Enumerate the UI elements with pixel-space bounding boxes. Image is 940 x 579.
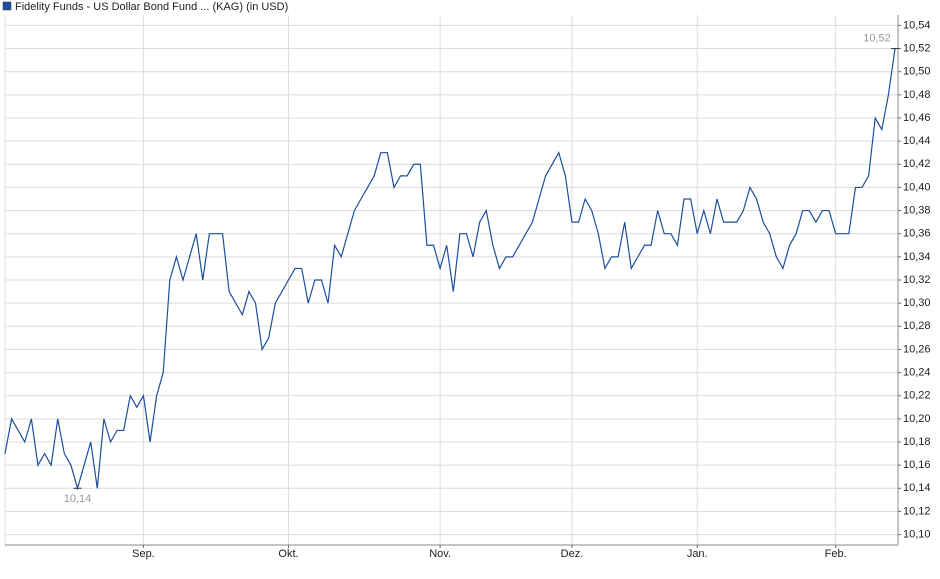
y-tick-label: 10,14: [903, 482, 931, 494]
y-tick-label: 10,54: [903, 19, 931, 31]
x-tick-label: Jan.: [687, 548, 708, 560]
legend-label: Fidelity Funds - US Dollar Bond Fund ...…: [15, 1, 288, 13]
y-tick-label: 10,46: [903, 112, 931, 124]
y-tick-label: 10,36: [903, 228, 931, 240]
y-tick-label: 10,38: [903, 204, 931, 216]
y-tick-label: 10,18: [903, 436, 931, 448]
x-tick-label: Sep.: [132, 548, 155, 560]
y-tick-label: 10,32: [903, 274, 931, 286]
y-tick-label: 10,42: [903, 158, 931, 170]
y-tick-label: 10,20: [903, 413, 931, 425]
x-tick-label: Feb.: [825, 548, 847, 560]
y-tick-label: 10,12: [903, 505, 931, 517]
y-tick-label: 10,22: [903, 390, 931, 402]
y-tick-label: 10,44: [903, 135, 931, 147]
x-tick-label: Dez.: [561, 548, 584, 560]
y-tick-label: 10,48: [903, 89, 931, 101]
y-tick-label: 10,10: [903, 528, 931, 540]
y-tick-label: 10,28: [903, 320, 931, 332]
y-tick-label: 10,34: [903, 251, 931, 263]
y-tick-label: 10,24: [903, 366, 931, 378]
value-label: 10,52: [863, 32, 891, 44]
x-tick-label: Okt.: [278, 548, 298, 560]
y-tick-label: 10,26: [903, 343, 931, 355]
y-tick-label: 10,16: [903, 459, 931, 471]
y-tick-label: 10,30: [903, 297, 931, 309]
x-tick-label: Nov.: [429, 548, 451, 560]
legend-swatch: [2, 1, 12, 11]
y-tick-label: 10,50: [903, 66, 931, 78]
y-tick-label: 10,40: [903, 181, 931, 193]
y-tick-label: 10,52: [903, 42, 931, 54]
value-label: 10,14: [64, 493, 92, 505]
price-line: [4, 48, 896, 491]
